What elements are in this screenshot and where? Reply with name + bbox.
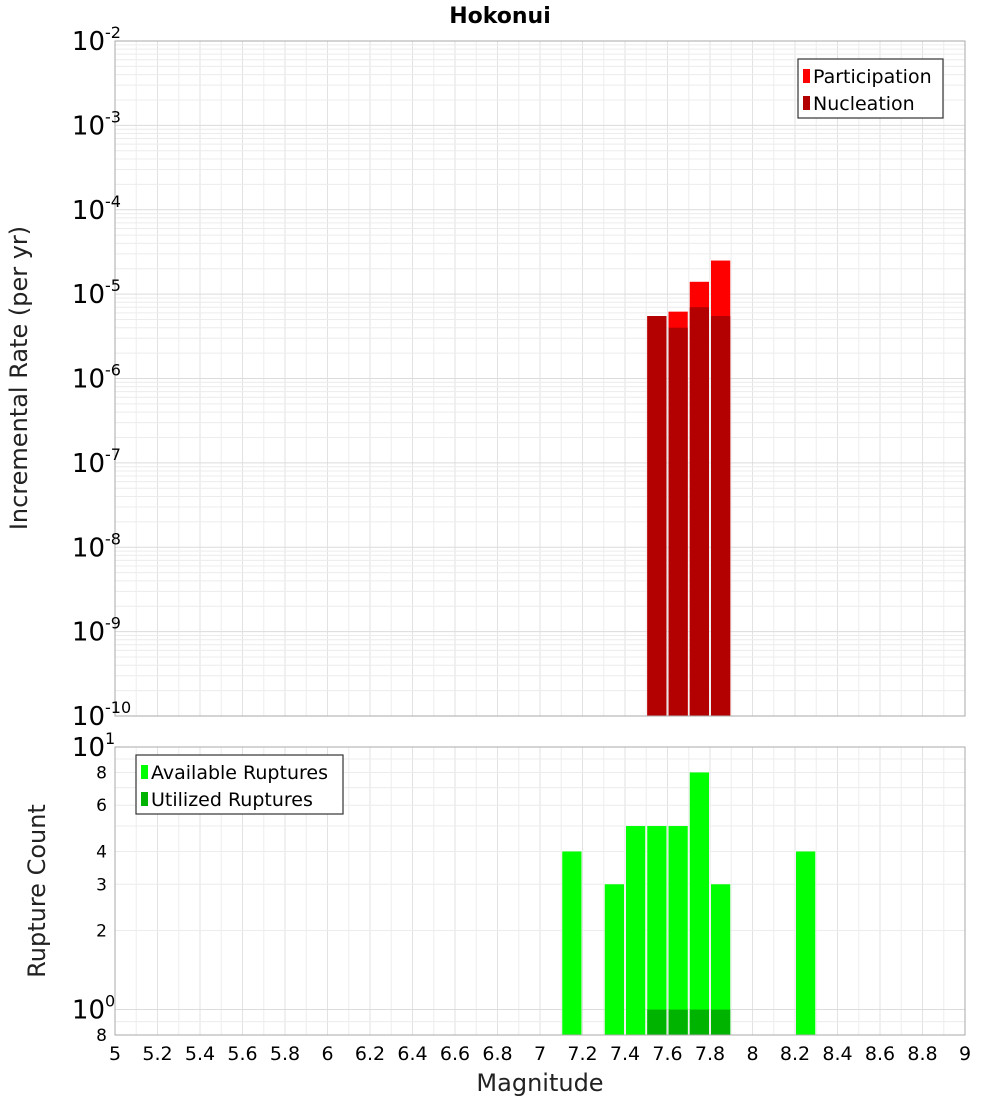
x-tick-label: 8.8 [907,1043,937,1065]
top-legend-label: Nucleation [813,93,915,115]
top-bar [711,316,731,716]
bottom-bar [626,826,646,1035]
bottom-legend-label: Available Ruptures [151,762,328,784]
x-tick-label: 6.8 [482,1043,512,1065]
bottom-bar [647,826,667,1035]
bottom-bar [668,826,688,1035]
x-tick-label: 5.8 [270,1043,300,1065]
x-tick-label: 9 [959,1043,971,1065]
top-legend-swatch [803,96,810,110]
bottom-bar [647,1009,667,1035]
top-plot-border [114,40,966,717]
x-tick-label: 6.6 [440,1043,470,1065]
top-y-tick-label: 10 [72,111,105,141]
top-y-tick-exponent: -7 [105,445,121,464]
bottom-y-tick-label: 10 [72,733,105,763]
bottom-bar [711,884,731,1035]
bottom-y-tick-exponent: 1 [105,729,115,748]
top-y-axis-label: Incremental Rate (per yr) [5,226,33,530]
bottom-bar [689,1009,709,1035]
x-tick-label: 6.2 [355,1043,385,1065]
x-tick-label: 8 [746,1043,758,1065]
top-y-tick-label: 10 [72,618,105,648]
chart-title: Hokonui [449,4,551,29]
top-series-nucleation [647,307,731,716]
x-tick-label: 7.2 [567,1043,597,1065]
bottom-y-tick-exponent: 0 [105,992,115,1011]
top-legend-box [797,58,944,119]
bottom-series-utilized-ruptures [647,1009,731,1035]
top-y-tick-exponent: -8 [105,529,121,548]
bottom-bar [562,851,582,1035]
top-y-tick-label: 10 [72,27,105,57]
x-axis-label: Magnitude [476,1069,603,1097]
bottom-bar [711,1009,731,1035]
x-ticks: 5 5.2 5.4 5.6 5.8 6 6.2 6.4 6.6 6.8 7 7.2 7.4 7.6 7.8 8… [109,1043,971,1065]
x-tick-label: 5.6 [227,1043,257,1065]
x-tick-label: 7.4 [610,1043,640,1065]
bottom-y-tick-label: 4 [96,842,107,862]
top-y-tick-label: 10 [72,702,105,732]
bottom-y-tick-label: 8 [96,763,107,783]
top-y-tick-exponent: -6 [105,361,121,380]
top-bar [647,316,667,716]
bottom-y-tick-label: 8 [96,1026,107,1046]
top-y-tick-exponent: -9 [105,614,121,633]
top-y-tick-exponent: -10 [105,698,131,717]
bottom-series-available-ruptures [562,772,816,1035]
bottom-bar [604,884,624,1035]
top-y-tick-label: 10 [72,196,105,226]
bottom-bar [668,1009,688,1035]
x-tick-label: 7.6 [652,1043,682,1065]
bottom-y-tick-label: 6 [96,796,107,816]
x-tick-label: 6 [321,1043,333,1065]
top-y-tick-label: 10 [72,533,105,563]
bottom-legend-box [135,754,344,815]
top-bar [668,327,688,716]
x-tick-label: 7 [534,1043,546,1065]
x-tick-label: 5 [109,1043,121,1065]
top-y-tick-exponent: -5 [105,276,121,295]
bottom-bar [689,772,709,1035]
top-grid [115,41,965,716]
bottom-y-tick-label: 10 [72,996,105,1026]
x-tick-label: 5.2 [142,1043,172,1065]
top-y-tick-exponent: -3 [105,107,121,126]
top-legend: Participation Nucleation [797,58,944,119]
top-legend-swatch [803,69,810,83]
bottom-legend-swatch [141,792,148,806]
bottom-bar [796,851,816,1035]
bottom-plot-border [114,746,966,1036]
x-tick-label: 8.6 [865,1043,895,1065]
top-y-tick-label: 10 [72,449,105,479]
top-y-tick-label: 10 [72,365,105,395]
bottom-y-tick-label: 3 [96,875,107,895]
top-legend-label: Participation [813,66,932,88]
bottom-legend-swatch [141,765,148,779]
bottom-legend: Available Ruptures Utilized Ruptures [135,754,344,815]
x-tick-label: 8.2 [780,1043,810,1065]
x-tick-label: 6.4 [397,1043,427,1065]
bottom-legend-label: Utilized Ruptures [151,789,313,811]
x-tick-label: 5.4 [185,1043,215,1065]
top-y-tick-exponent: -4 [105,192,121,211]
x-tick-label: 8.4 [822,1043,852,1065]
bottom-y-tick-label: 2 [96,922,107,942]
top-y-tick-label: 10 [72,280,105,310]
x-tick-label: 7.8 [695,1043,725,1065]
top-y-tick-exponent: -2 [105,23,121,42]
bottom-y-axis-label: Rupture Count [23,804,51,978]
top-bar [689,307,709,716]
